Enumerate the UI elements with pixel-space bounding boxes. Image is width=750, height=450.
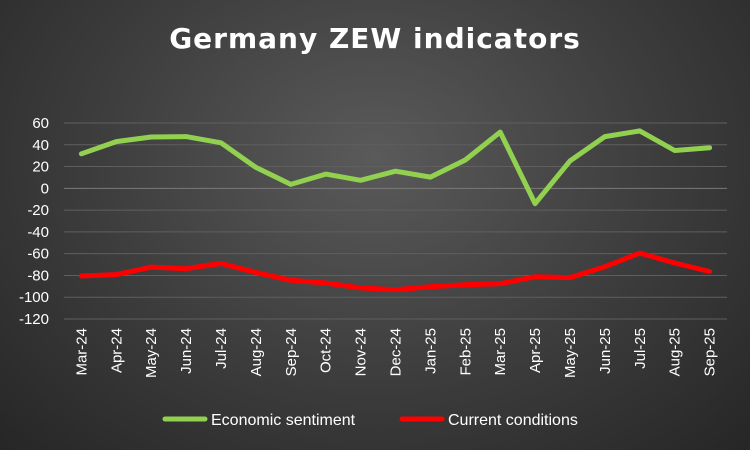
- x-tick-label: Apr-24: [108, 328, 125, 373]
- x-tick-label: Jul-25: [632, 328, 649, 369]
- x-tick-label: Oct-24: [318, 328, 335, 373]
- x-tick-label: Jun-24: [178, 328, 195, 374]
- x-tick-label: Aug-24: [248, 328, 265, 376]
- y-tick-label: 60: [32, 115, 49, 132]
- x-tick-label: Jun-25: [597, 328, 614, 374]
- y-tick-label: -120: [19, 311, 49, 328]
- x-axis-ticks: Mar-24 Apr-24 May-24 Jun-24 Jul-24 Aug-24 Sep-…: [73, 328, 718, 378]
- x-tick-label: Jan-25: [422, 328, 439, 374]
- y-tick-label: -100: [19, 289, 49, 306]
- legend-label: Economic sentiment: [211, 412, 356, 429]
- legend-label: Current conditions: [448, 412, 578, 429]
- x-tick-label: Aug-25: [667, 328, 684, 376]
- y-tick-label: -40: [27, 224, 49, 241]
- legend: Economic sentiment Current conditions: [162, 412, 578, 429]
- y-tick-label: 0: [41, 180, 49, 197]
- chart-title: Germany ZEW indicators: [169, 22, 581, 55]
- x-tick-label: Dec-24: [388, 328, 405, 376]
- x-tick-label: Feb-25: [457, 328, 474, 376]
- series-line-0: [78, 128, 713, 207]
- x-tick-label: Mar-24: [73, 328, 90, 376]
- x-tick-label: May-24: [143, 328, 160, 378]
- y-tick-label: -60: [27, 246, 49, 263]
- y-tick-label: 20: [32, 159, 49, 176]
- series-line-1: [78, 250, 713, 293]
- x-tick-label: Mar-25: [492, 328, 509, 376]
- y-axis-ticks: 60 40 20 0 -20 -40 -60 -80 -100 -120: [19, 115, 49, 328]
- series-lines: [78, 128, 713, 293]
- x-tick-label: Nov-24: [353, 328, 370, 376]
- x-tick-label: May-25: [562, 328, 579, 378]
- y-tick-label: 40: [32, 137, 49, 154]
- x-tick-label: Apr-25: [527, 328, 544, 373]
- x-tick-label: Sep-24: [283, 328, 300, 376]
- y-tick-label: -80: [27, 267, 49, 284]
- x-tick-label: Jul-24: [213, 328, 230, 369]
- y-tick-label: -20: [27, 202, 49, 219]
- x-tick-label: Sep-25: [702, 328, 719, 376]
- grid: [64, 122, 727, 320]
